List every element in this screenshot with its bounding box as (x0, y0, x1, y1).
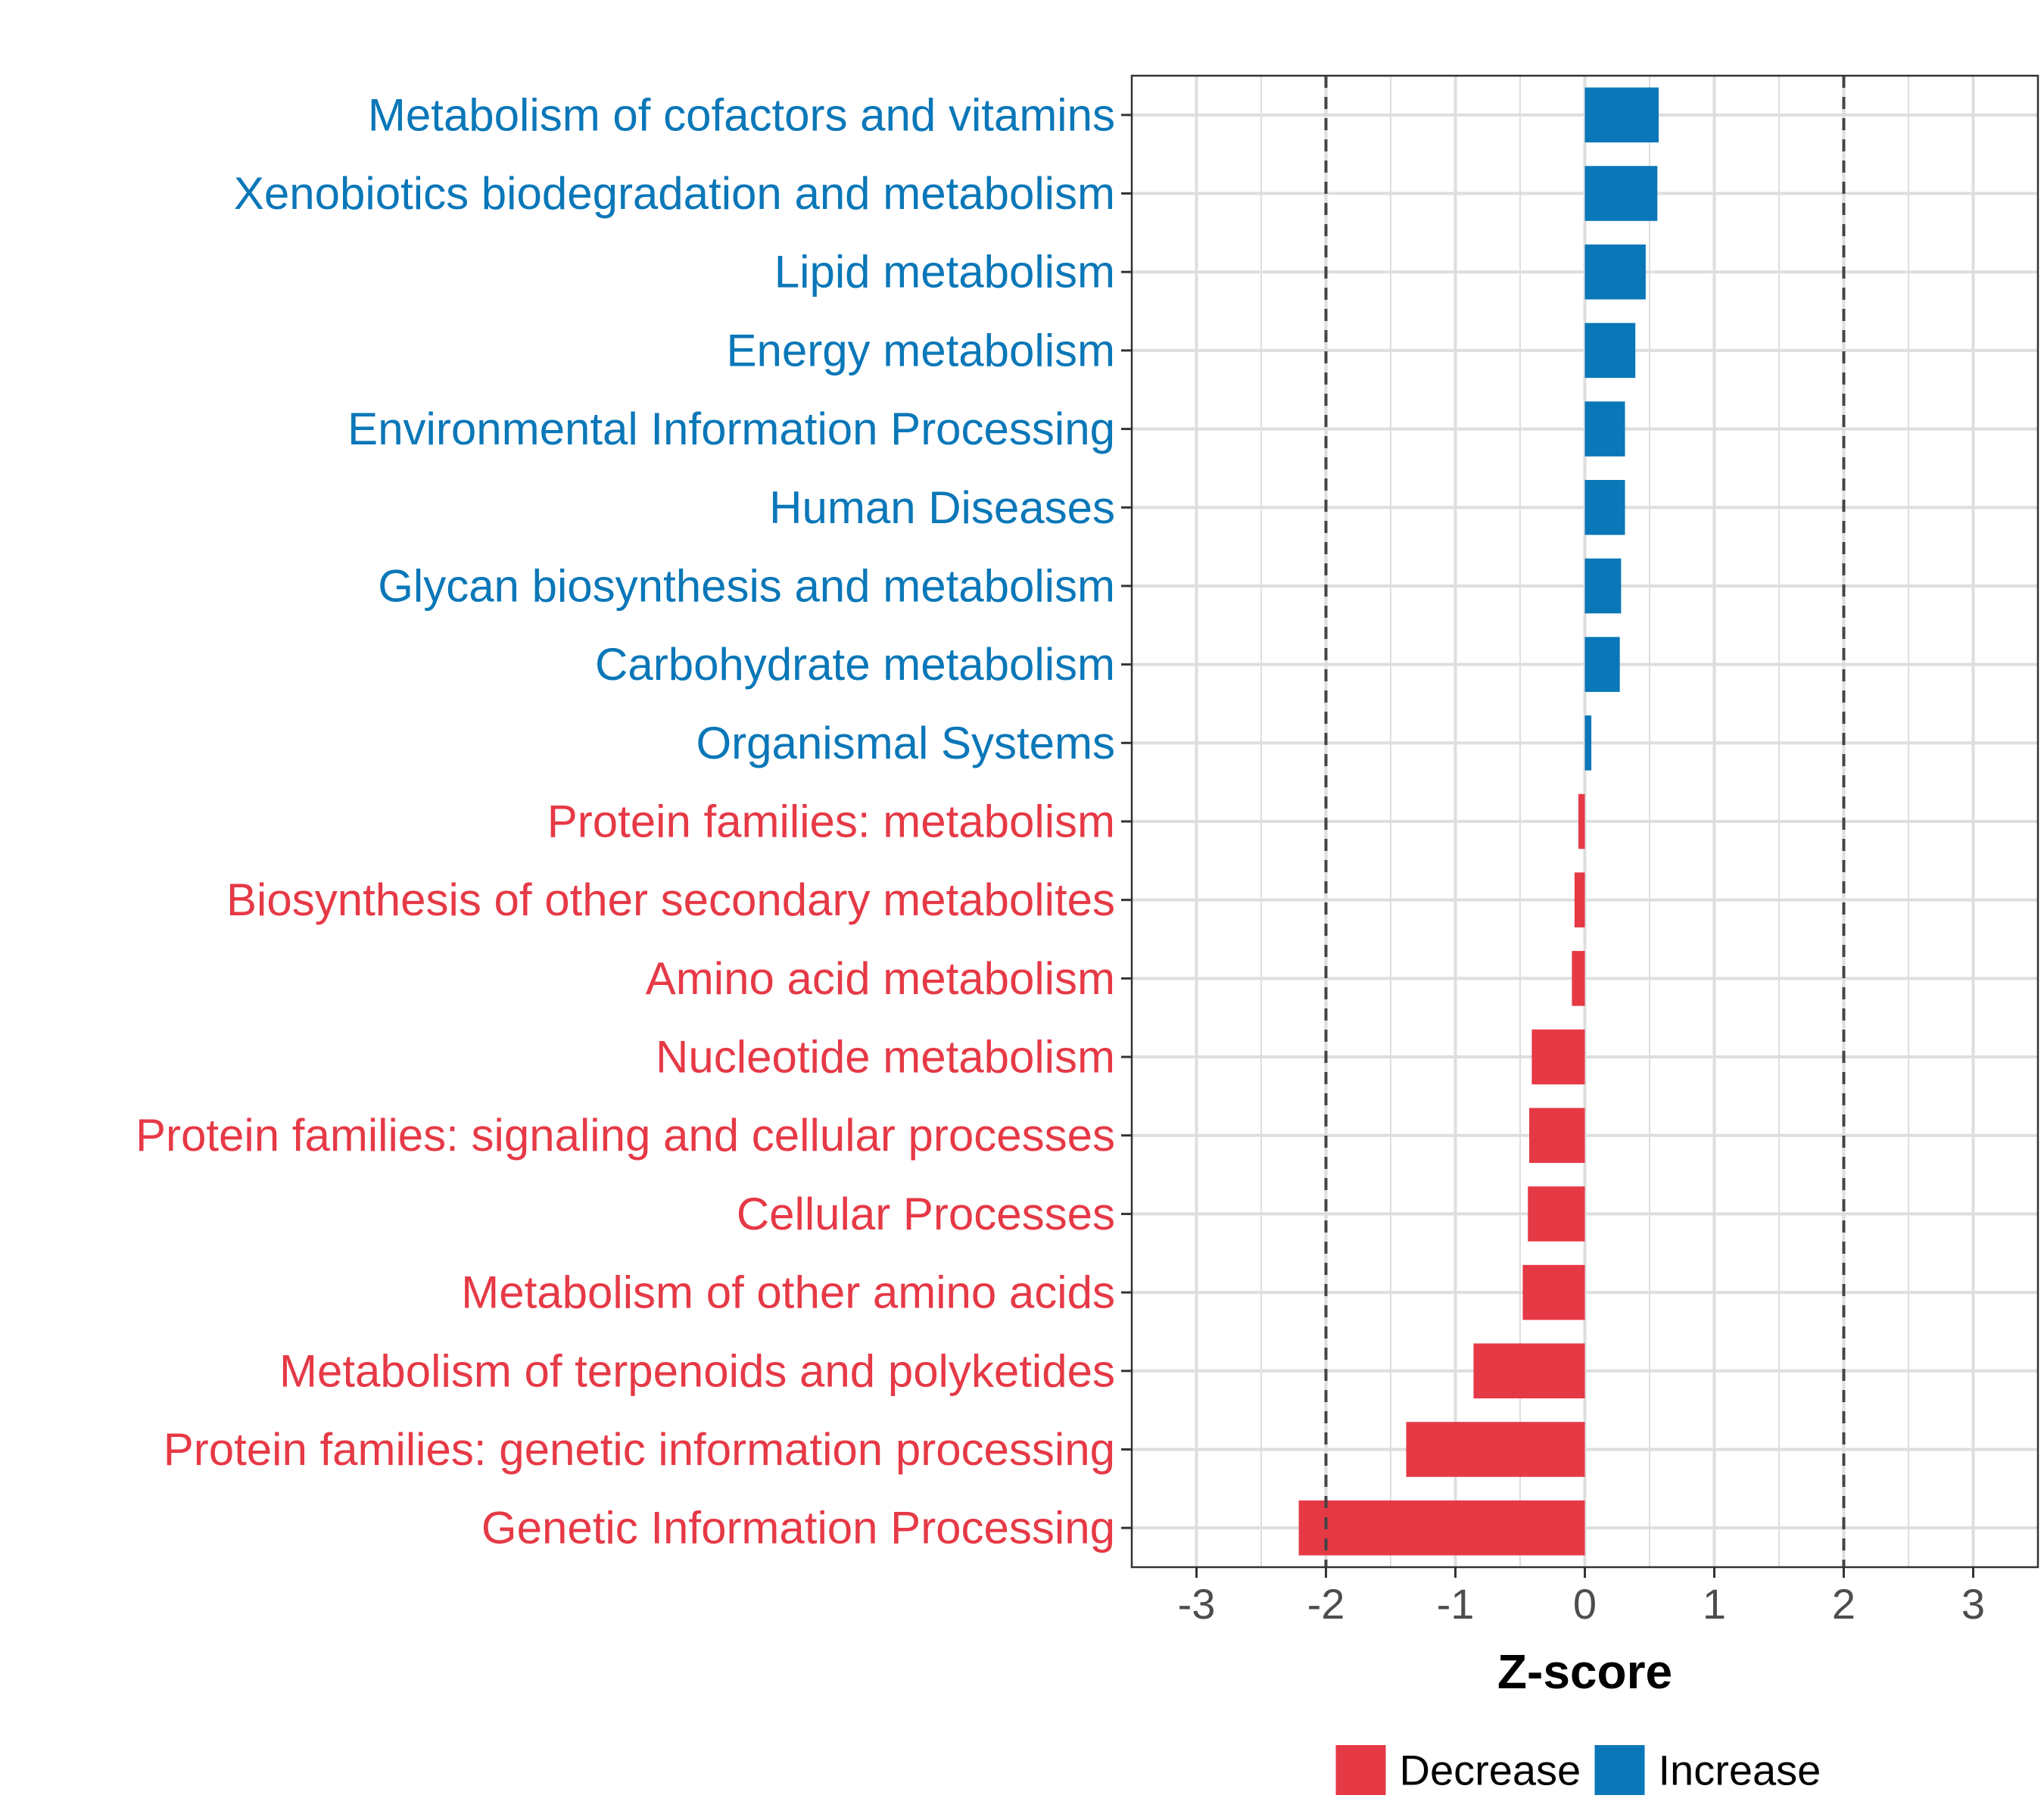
category-label: Carbohydrate metabolism (595, 639, 1115, 690)
bar (1531, 1029, 1585, 1085)
bar (1528, 1108, 1585, 1164)
legend-key (1335, 1745, 1386, 1795)
category-label: Lipid metabolism (774, 247, 1115, 298)
x-axis-title: Z-score (1497, 1644, 1672, 1699)
legend-label: Decrease (1400, 1747, 1581, 1794)
category-label: Energy metabolism (726, 325, 1115, 376)
category-label: Organismal Systems (696, 718, 1115, 768)
category-label: Protein families: signaling and cellular… (136, 1110, 1115, 1161)
category-label: Human Diseases (769, 482, 1115, 533)
bar (1584, 244, 1646, 300)
bar (1584, 166, 1658, 221)
bar (1473, 1343, 1585, 1399)
bar (1578, 793, 1585, 849)
bar (1584, 637, 1620, 692)
x-tick-label: -2 (1307, 1580, 1345, 1628)
x-tick-label: 0 (1573, 1580, 1597, 1628)
x-tick-label: 1 (1703, 1580, 1726, 1628)
bar (1584, 323, 1636, 379)
x-tick-label: -1 (1437, 1580, 1475, 1628)
threshold-lines (1324, 76, 1846, 1567)
bar (1572, 951, 1585, 1006)
category-label: Cellular Processes (737, 1189, 1115, 1239)
legend: Decrease Increase (1335, 1745, 1821, 1795)
bar (1584, 558, 1622, 614)
bar (1522, 1264, 1585, 1320)
category-label: Genetic Information Processing (481, 1503, 1115, 1554)
y-axis-labels: Metabolism of cofactors and vitamins Xeno… (136, 89, 1115, 1553)
bar (1584, 87, 1659, 143)
bar (1406, 1422, 1585, 1477)
category-label: Metabolism of other amino acids (461, 1267, 1115, 1318)
legend-label: Increase (1659, 1747, 1821, 1794)
legend-key (1594, 1745, 1645, 1795)
bar (1574, 872, 1585, 927)
x-axis-ticks: -3 -2 -1 0 1 2 3 (1178, 1567, 1985, 1628)
category-label: Amino acid metabolism (646, 953, 1115, 1004)
bar (1584, 401, 1625, 457)
y-axis-ticks (1121, 114, 1132, 1529)
x-tick-label: -3 (1178, 1580, 1216, 1628)
category-label: Nucleotide metabolism (656, 1032, 1115, 1083)
bar (1584, 715, 1592, 771)
category-label: Metabolism of terpenoids and polyketides (279, 1345, 1115, 1396)
category-label: Glycan biosynthesis and metabolism (378, 560, 1115, 611)
bars (1298, 87, 1659, 1556)
category-label: Biosynthesis of other secondary metaboli… (226, 874, 1115, 925)
bar (1528, 1186, 1585, 1242)
category-label: Protein families: metabolism (547, 796, 1115, 847)
category-label: Xenobiotics biodegradation and metabolis… (234, 168, 1115, 219)
category-label: Metabolism of cofactors and vitamins (368, 89, 1115, 140)
x-tick-label: 2 (1832, 1580, 1855, 1628)
bar (1298, 1500, 1585, 1556)
category-label: Protein families: genetic information pr… (164, 1424, 1115, 1475)
x-tick-label: 3 (1961, 1580, 1985, 1628)
bar (1584, 479, 1625, 535)
category-label: Environmental Information Processing (347, 404, 1115, 454)
